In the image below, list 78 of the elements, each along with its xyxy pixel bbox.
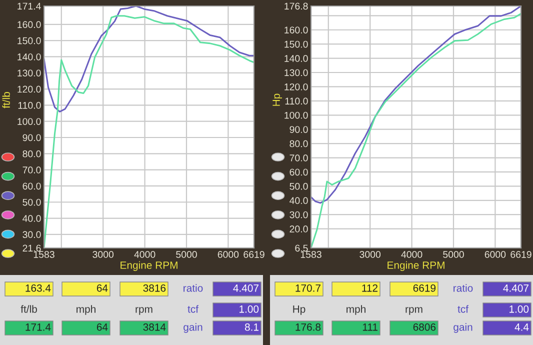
text: 3816 [143,284,166,292]
text: 170.7 [296,284,320,292]
y-axis-title: ft/lb [2,92,10,108]
text: gain [454,323,472,333]
text: 1.00 [510,305,529,313]
text: mph [76,305,96,315]
y-tick-label: 160.0 [18,21,41,28]
y-tick-label: 120.0 [284,83,308,90]
x-tick-label: 3000 [360,251,381,258]
x-tick-label: 6619 [510,251,532,258]
y-tick-label: 30.0 [22,231,41,238]
text: 1.00 [240,305,259,313]
x-tick-label: 1583 [34,251,54,258]
text: rpm [406,307,422,315]
y-tick-label: 90.0 [22,134,41,142]
y-tick-label: 21.6 [22,244,41,252]
text: Hp [293,306,306,315]
y-tick-label: 160.0 [284,26,308,34]
x-tick-label: 5000 [176,251,197,258]
text: 64 [96,284,108,292]
y-tick-label: 171.4 [18,2,41,10]
text: 64 [96,323,108,331]
y-tick-label: 70.0 [22,166,41,174]
x-tick-label: 5000 [443,251,464,258]
text: 4.407 [503,284,528,292]
text: rpm [136,307,152,315]
text: 112 [362,284,378,292]
text: 4.407 [233,284,258,292]
y-tick-label: 6.5 [295,244,308,252]
x-tick-label: 6619 [244,251,264,258]
y-tick-label: 80.0 [290,140,308,148]
y-tick-label: 60.0 [22,182,41,190]
y-tick-label: 50.0 [22,198,41,206]
y-tick-label: 100.0 [18,118,41,125]
text: 3814 [143,323,166,331]
y-tick-label: 60.0 [290,168,308,176]
y-tick-label: 130.0 [284,69,308,76]
x-tick-label: 4000 [134,251,156,258]
y-tick-label: 50.0 [290,182,308,190]
text: 6806 [413,323,436,331]
y-tick-label: 150.0 [284,40,308,48]
y-tick-label: 40.0 [22,215,41,222]
y-tick-label: 176.8 [284,2,308,10]
y-axis-title: Hp [272,94,282,106]
text: tcf [458,305,469,313]
text: gain [184,323,202,333]
text: 4.4 [514,324,529,331]
text: ratio [184,284,203,292]
y-tick-label: 100.0 [284,112,308,119]
x-tick-label: 3000 [92,251,114,258]
text: 8.1 [244,323,258,331]
x-tick-label: 6000 [484,251,506,258]
text: 111 [362,324,378,331]
y-tick-label: 110.0 [18,102,41,109]
text: ft/lb [20,305,37,313]
x-tick-label: 1583 [300,251,322,258]
y-tick-label: 130.0 [18,70,41,76]
text: 6619 [413,284,436,292]
y-tick-label: 70.0 [290,154,308,162]
y-tick-label: 20.0 [290,226,308,232]
x-axis-title: Engine RPM [388,261,444,271]
text: tcf [188,305,199,313]
text: 176.8 [296,323,321,331]
text: mph [346,305,366,315]
y-tick-label: 140.0 [284,55,308,62]
y-tick-label: 150.0 [18,37,41,44]
y-tick-label: 80.0 [22,150,41,158]
y-tick-label: 140.0 [18,53,41,60]
x-tick-label: 6000 [218,251,239,258]
y-tick-label: 30.0 [290,211,308,218]
text: 163.4 [26,284,51,292]
y-tick-label: 120.0 [18,86,41,93]
x-axis-title: Engine RPM [120,261,178,271]
y-tick-label: 40.0 [290,197,308,204]
y-tick-label: 110.0 [285,98,308,105]
text: ratio [454,284,473,292]
x-tick-label: 4000 [401,251,422,258]
y-tick-label: 90.0 [290,126,308,133]
